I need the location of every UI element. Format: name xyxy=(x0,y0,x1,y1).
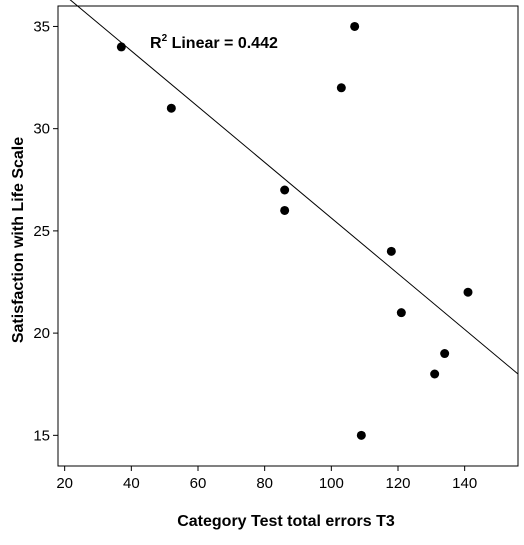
x-tick-label: 20 xyxy=(56,475,73,492)
r-squared-annotation: R2 Linear = 0.442 xyxy=(150,33,278,52)
regression-line xyxy=(69,0,519,375)
x-tick-label: 80 xyxy=(256,475,273,492)
x-tick-label: 100 xyxy=(319,475,344,492)
plot-area xyxy=(57,5,519,467)
plot-border xyxy=(57,5,519,467)
data-point xyxy=(280,205,290,215)
r-superscript: 2 xyxy=(162,33,168,44)
x-tick-label: 40 xyxy=(123,475,140,492)
y-tick-label: 30 xyxy=(33,121,50,138)
x-tick-label: 120 xyxy=(385,475,410,492)
y-tick-label: 25 xyxy=(33,223,50,240)
data-point xyxy=(430,369,440,379)
fit-line-layer xyxy=(69,0,519,375)
x-axis: 20 40 60 80 100 120 140 xyxy=(56,466,477,492)
x-tick-label: 140 xyxy=(452,475,477,492)
x-tick-label: 60 xyxy=(190,475,207,492)
y-tick-label: 15 xyxy=(33,427,50,444)
r-label: R xyxy=(150,35,162,52)
points-layer xyxy=(116,21,473,440)
y-tick-label: 20 xyxy=(33,325,50,342)
data-point xyxy=(396,308,406,318)
data-point xyxy=(166,103,176,113)
data-point xyxy=(280,185,290,195)
data-point xyxy=(336,83,346,93)
data-point xyxy=(440,349,450,359)
data-point xyxy=(116,42,126,52)
y-tick-label: 35 xyxy=(33,18,50,35)
data-point xyxy=(356,430,366,440)
x-axis-title: Category Test total errors T3 xyxy=(177,513,395,530)
data-point xyxy=(386,246,396,256)
data-point xyxy=(463,287,473,297)
data-point xyxy=(350,21,360,31)
y-axis-title: Satisfaction with Life Scale xyxy=(10,137,27,343)
y-axis: 15 20 25 30 35 xyxy=(33,18,58,444)
r-squared-text: Linear = 0.442 xyxy=(167,35,278,52)
